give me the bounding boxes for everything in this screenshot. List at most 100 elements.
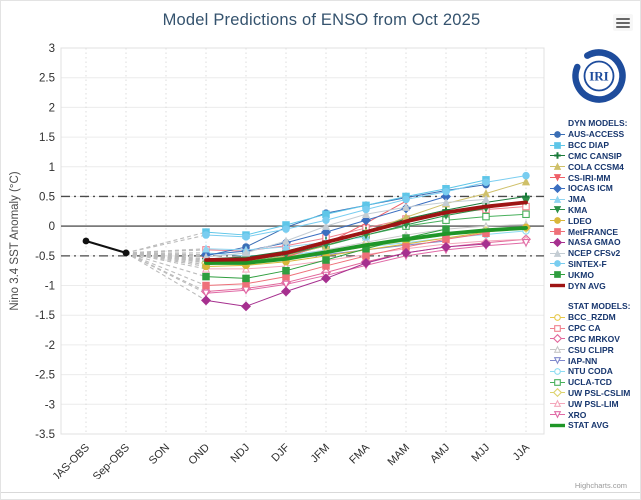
x-tick-label: MJJ: [469, 442, 492, 465]
legend-group-gap: [550, 291, 636, 301]
legend-item-iocas-icm[interactable]: IOCAS ICM: [550, 183, 636, 194]
legend-marker-icon: [550, 367, 565, 375]
x-tick-label: AMJ: [428, 442, 452, 466]
legend-item-dyn-avg[interactable]: DYN AVG: [550, 280, 636, 291]
data-point: [522, 210, 530, 219]
legend-header-dyn: DYN MODELS:: [568, 118, 628, 128]
legend-marker-icon: [550, 313, 565, 321]
fan-line: [125, 252, 207, 261]
series-line: [205, 232, 487, 287]
legend-marker: [554, 324, 561, 332]
legend-marker-icon: [550, 357, 565, 365]
legend-marker-icon: [550, 345, 565, 354]
legend-item-sintex-f[interactable]: SINTEX-F: [550, 259, 636, 270]
legend-item-cs-iri-mm[interactable]: CS-IRI-MM: [550, 172, 636, 183]
y-tick-label: 3: [49, 43, 55, 55]
legend-item-stat-avg[interactable]: STAT AVG: [550, 420, 636, 431]
legend-marker-icon: [550, 423, 565, 428]
legend-item-uw-psl-lim[interactable]: UW PSL-LIM: [550, 398, 636, 409]
data-point: [241, 301, 251, 312]
series-line: [205, 179, 487, 236]
data-point: [441, 197, 451, 207]
data-point: [282, 266, 290, 275]
data-point: [201, 244, 211, 253]
x-tick-label: DJF: [269, 441, 292, 464]
legend-label: SINTEX-F: [568, 258, 607, 269]
iri-logo: IRI: [572, 49, 626, 103]
legend-label: NTU CODA: [568, 366, 613, 377]
legend-label: BCC_RZDM: [568, 312, 616, 323]
legend-marker-icon: [550, 411, 565, 419]
highcharts-credit[interactable]: Highcharts.com: [574, 481, 627, 490]
legend-label: KMA: [568, 204, 588, 215]
legend-label: IAP-NN: [568, 355, 598, 366]
y-tick-label: 2: [49, 102, 55, 114]
data-point: [322, 216, 330, 224]
legend-item-bcc-rzdm[interactable]: BCC_RZDM: [550, 312, 636, 323]
data-point: [402, 195, 410, 204]
legend-item-csu-clipr[interactable]: CSU CLIPR: [550, 344, 636, 355]
legend-marker: [552, 388, 563, 398]
x-tick-label: SON: [147, 442, 172, 467]
fan-line: [125, 252, 207, 287]
legend-item-kma[interactable]: KMA: [550, 205, 636, 216]
legend-item-xro[interactable]: XRO: [550, 409, 636, 420]
fan-line: [125, 249, 207, 254]
legend-item-cpc-ca[interactable]: CPC CA: [550, 323, 636, 334]
x-tick-label: MAM: [385, 442, 412, 469]
legend-item-cmc-cansip[interactable]: CMC CANSIP: [550, 151, 636, 162]
chart-legend: DYN MODELS: AUS-ACCESS BCC DIAP CMC CANSIP C…: [550, 118, 636, 431]
x-tick-label: NDJ: [229, 442, 253, 466]
legend-marker-icon: [550, 141, 565, 149]
legend-marker: [552, 183, 563, 193]
legend-item-metfrance[interactable]: MetFRANCE: [550, 226, 636, 237]
legend-item-ntu-coda[interactable]: NTU CODA: [550, 366, 636, 377]
data-point: [281, 286, 291, 297]
y-tick-label: -3: [45, 399, 55, 411]
legend-item-bcc-diap[interactable]: BCC DIAP: [550, 140, 636, 151]
legend-marker: [554, 378, 561, 386]
data-point: [401, 247, 411, 258]
legend-label: STAT AVG: [568, 420, 609, 431]
legend-item-nasa-gmao[interactable]: NASA GMAO: [550, 237, 636, 248]
y-tick-label: 0: [49, 221, 55, 233]
data-point: [321, 221, 331, 230]
fan-line: [125, 252, 207, 257]
data-point: [321, 273, 331, 284]
data-point: [362, 205, 370, 214]
x-tick-label: Sep-OBS: [91, 442, 132, 479]
legend-label: CPC MRKOV: [568, 333, 620, 344]
y-tick-label: 0.5: [39, 191, 55, 203]
data-point: [361, 257, 371, 268]
legend-marker-icon: [550, 237, 565, 247]
data-point: [241, 248, 251, 257]
x-tick-label: JJA: [511, 441, 533, 463]
legend-item-iap-nn[interactable]: IAP-NN: [550, 355, 636, 366]
data-point: [281, 280, 291, 289]
y-tick-label: 2.5: [39, 73, 55, 85]
legend-marker: [554, 152, 561, 160]
legend-label: AUS-ACCESS: [568, 129, 625, 140]
legend-item-ncep-cfsv2[interactable]: NCEP CFSv2: [550, 248, 636, 259]
legend-item-jma[interactable]: JMA: [550, 194, 636, 205]
bottom-divider: [1, 492, 640, 493]
legend-item-ukmo[interactable]: UKMO: [550, 269, 636, 280]
data-point: [442, 187, 450, 196]
legend-item-aus-access[interactable]: AUS-ACCESS: [550, 129, 636, 140]
y-axis-labels: -3.5 -3 -2.5 -2 -1.5 -1 -0.5 0 0.5 1 1.5 2 2.5 3: [35, 43, 55, 441]
legend-marker-icon: [550, 174, 565, 182]
legend-item-uw-psl-cslim[interactable]: UW PSL-CSLIM: [550, 388, 636, 399]
legend-item-cola-ccsm4[interactable]: COLA CCSM4: [550, 161, 636, 172]
series-dyn-avg: [204, 200, 528, 262]
legend-item-cpc-mrkov[interactable]: CPC MRKOV: [550, 334, 636, 345]
data-point: [521, 239, 531, 248]
legend-item-ldeo[interactable]: LDEO: [550, 215, 636, 226]
legend-marker: [554, 217, 561, 225]
y-tick-label: -1.5: [35, 310, 55, 322]
data-point: [441, 241, 451, 252]
hamburger-menu-icon[interactable]: [613, 14, 633, 31]
legend-label: NASA GMAO: [568, 237, 621, 248]
legend-item-ucla-tcd[interactable]: UCLA-TCD: [550, 377, 636, 388]
y-tick-label: 1.5: [39, 132, 55, 144]
y-tick-label: -2.5: [35, 370, 55, 382]
